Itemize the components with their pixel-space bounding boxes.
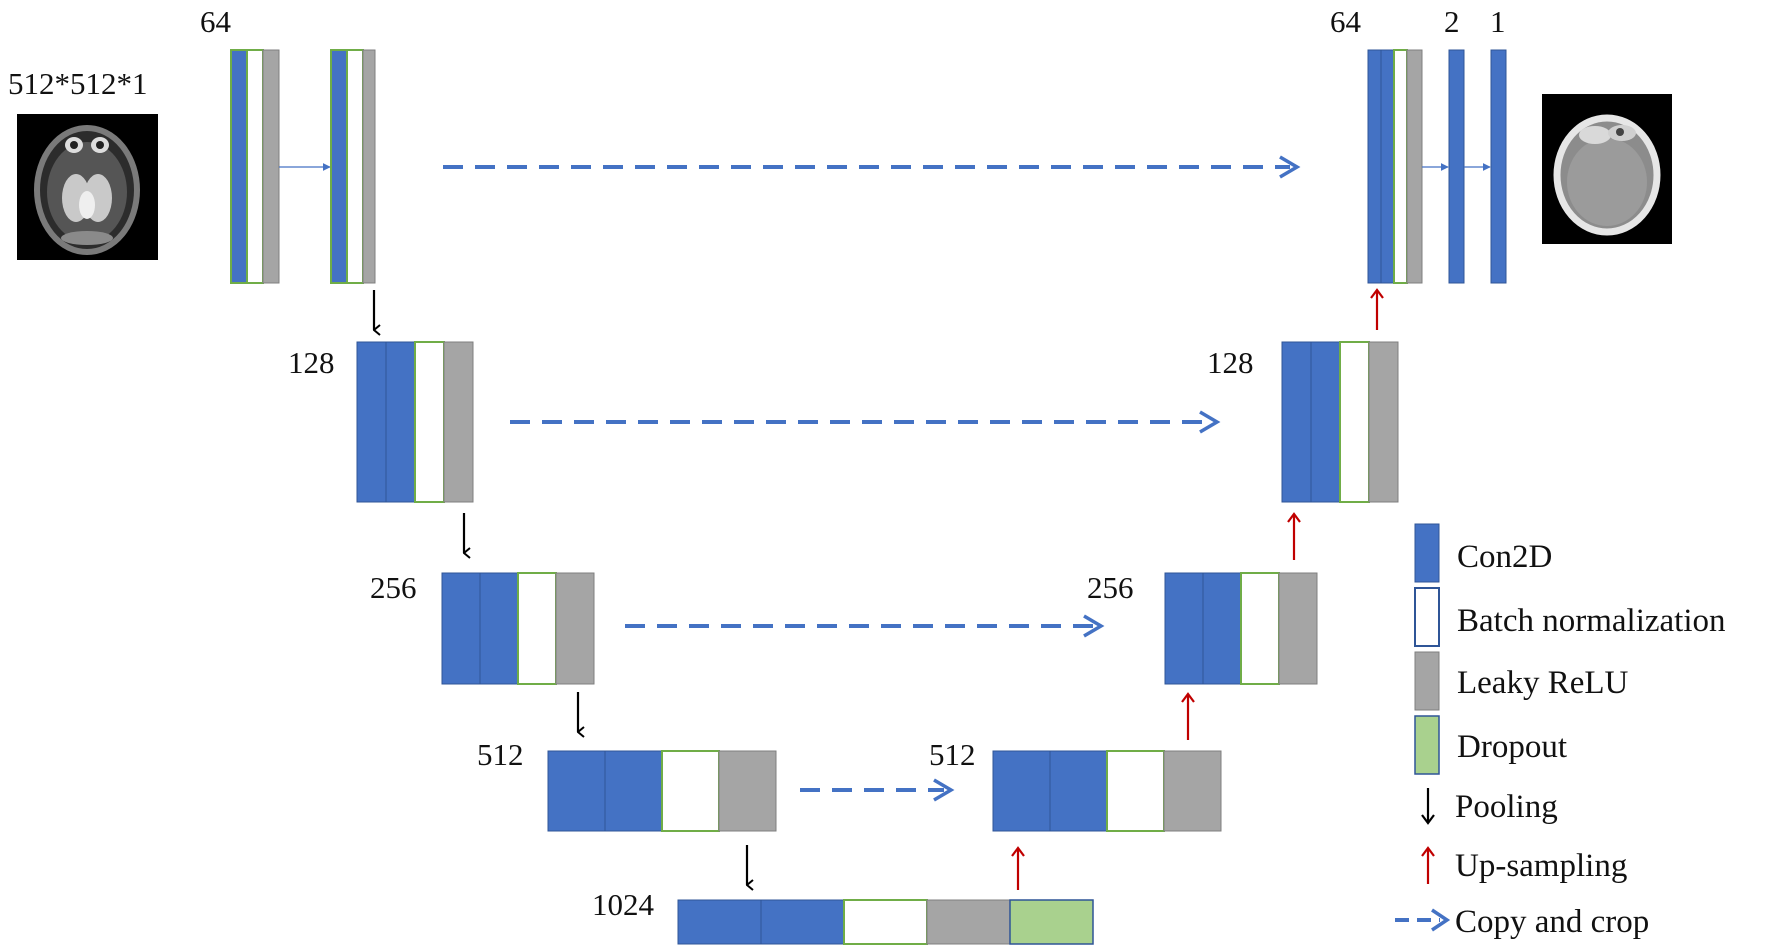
dec64-block [1367,49,1423,284]
legend-upsampling-label: Up-sampling [1455,848,1627,884]
legend-con2d-swatch [1414,523,1440,583]
enc64-block-a [230,49,280,284]
legend-copy-label: Copy and crop [1455,904,1649,940]
final2-channel-label: 2 [1444,4,1460,39]
legend-batchnorm-label: Batch normalization [1457,603,1726,639]
legend-dropout-swatch [1414,715,1440,775]
dec64-channel-label: 64 [1330,4,1362,39]
dec256-channel-label: 256 [1087,570,1134,605]
upsampling-arrow-4 [1370,288,1384,330]
copy-crop-arrow-3 [625,614,1105,638]
legend-pooling-label: Pooling [1455,789,1558,825]
enc512-channel-label: 512 [477,737,524,772]
upsampling-arrow-1 [1011,846,1025,890]
legend-copy-arrow [1395,908,1451,932]
dec128-channel-label: 128 [1207,345,1254,380]
input-mri-image [17,114,158,260]
legend-pooling-arrow [1421,788,1435,825]
enc128-block [356,341,474,503]
legend-dropout-label: Dropout [1457,729,1567,765]
final1-channel-label: 1 [1490,4,1506,39]
pooling-arrows [372,290,747,885]
enc64-block-b [330,49,376,284]
bottleneck-channel-label: 1024 [592,887,655,922]
dec128-block [1281,341,1399,503]
dec512-channel-label: 512 [929,737,976,772]
copy-crop-arrow-4 [800,778,955,802]
bottleneck-block [677,899,1094,945]
enc256-block [441,572,595,685]
upsampling-arrows [1011,288,1384,890]
enc256-channel-label: 256 [370,570,417,605]
enc64-channel-label: 64 [200,4,232,39]
input-size-label: 512*512*1 [8,66,148,101]
legend-upsampling-arrow [1421,846,1435,884]
copy-crop-arrow-1 [443,155,1301,179]
final1-conv-layer [1490,49,1507,284]
enc128-channel-label: 128 [288,345,335,380]
dec512-block [992,750,1222,832]
copy-crop-arrows [443,155,1301,802]
legend-leakyrelu-label: Leaky ReLU [1457,665,1629,701]
copy-crop-arrow-2 [510,410,1221,434]
legend: Con2D Batch normalization Leaky ReLU Dro… [1395,523,1726,940]
dec256-block [1164,572,1318,685]
enc512-block [547,750,777,832]
upsampling-arrow-2 [1181,692,1195,740]
legend-leakyrelu-swatch [1414,651,1440,711]
upsampling-arrow-3 [1287,512,1301,560]
output-ct-image [1542,94,1672,244]
final2-conv-layer [1448,49,1465,284]
legend-con2d-label: Con2D [1457,539,1552,575]
legend-batchnorm-swatch [1414,587,1440,647]
